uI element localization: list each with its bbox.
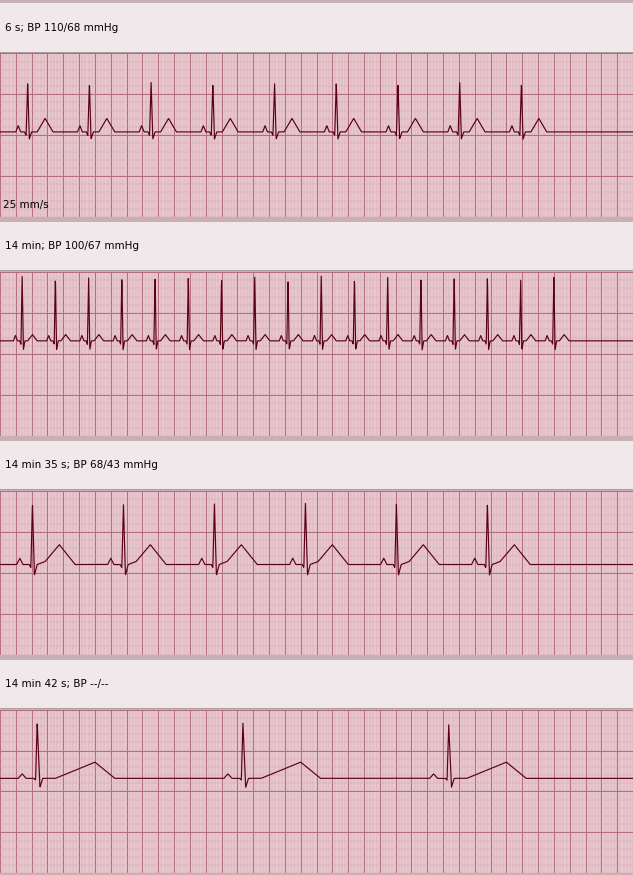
Text: 6 s; BP 110/68 mmHg: 6 s; BP 110/68 mmHg	[5, 23, 118, 32]
Text: 25 mm/s: 25 mm/s	[3, 200, 49, 211]
Text: 14 min 35 s; BP 68/43 mmHg: 14 min 35 s; BP 68/43 mmHg	[5, 460, 158, 470]
Text: 14 min 42 s; BP --/--: 14 min 42 s; BP --/--	[5, 679, 109, 689]
Text: 14 min; BP 100/67 mmHg: 14 min; BP 100/67 mmHg	[5, 242, 139, 251]
